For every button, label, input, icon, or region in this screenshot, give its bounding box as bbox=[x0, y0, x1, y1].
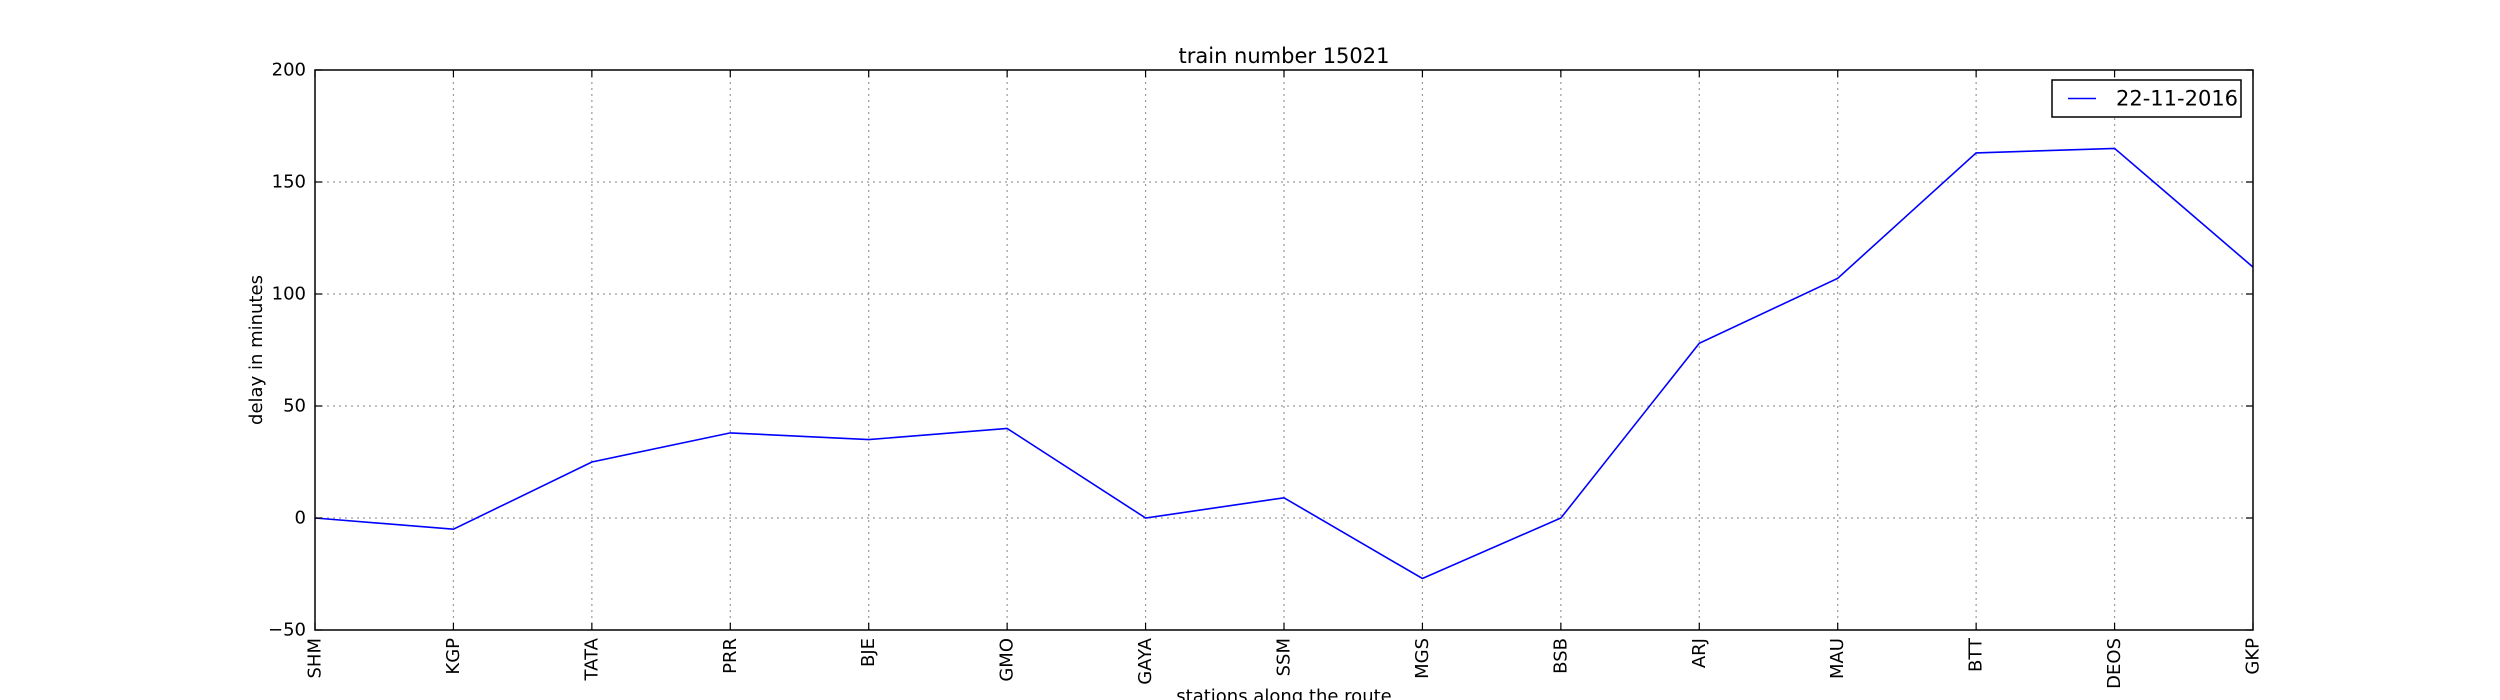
x-tick-label: BJE bbox=[858, 638, 879, 667]
x-tick-label: KGP bbox=[443, 638, 464, 675]
x-axis-label: stations along the route bbox=[1176, 686, 1391, 700]
y-tick-label: 0 bbox=[295, 508, 306, 529]
y-tick-label: 50 bbox=[283, 396, 306, 417]
chart-title: train number 15021 bbox=[1179, 44, 1390, 68]
x-tick-label: ARJ bbox=[1689, 638, 1710, 668]
tick-labels: SHM KGP TATA PRR BJE GMO GAYA SSM MGS BSB ARJ MAU BT… bbox=[268, 60, 2264, 689]
y-tick-label: 150 bbox=[272, 172, 306, 193]
x-tick-label: BTT bbox=[1966, 637, 1987, 672]
x-tick-label: GAYA bbox=[1135, 637, 1156, 684]
legend-box bbox=[2051, 79, 2242, 118]
grid bbox=[315, 70, 2253, 630]
y-axis-label: delay in minutes bbox=[246, 275, 267, 425]
x-tick-label: GKP bbox=[2243, 638, 2264, 675]
x-tick-label: GMO bbox=[997, 638, 1018, 682]
x-tick-label: SHM bbox=[305, 638, 326, 679]
x-tick-label: TATA bbox=[581, 637, 602, 681]
legend-label: 22-11-2016 bbox=[2116, 87, 2238, 111]
axis-ticks bbox=[314, 69, 2254, 631]
series-line bbox=[314, 147, 2254, 580]
x-tick-label: BSB bbox=[1550, 638, 1571, 674]
y-tick-label: 200 bbox=[272, 60, 306, 81]
x-tick-label: DEOS bbox=[2104, 638, 2125, 689]
x-tick-label: MAU bbox=[1827, 638, 1848, 679]
x-tick-label: MGS bbox=[1412, 638, 1433, 679]
x-tick-label: SSM bbox=[1274, 638, 1295, 676]
series-layer bbox=[314, 147, 2254, 580]
y-tick-label: 100 bbox=[272, 284, 306, 305]
y-tick-label: −50 bbox=[268, 620, 306, 641]
x-tick-label: PRR bbox=[720, 638, 741, 674]
legend: 22-11-2016 bbox=[2051, 79, 2242, 118]
